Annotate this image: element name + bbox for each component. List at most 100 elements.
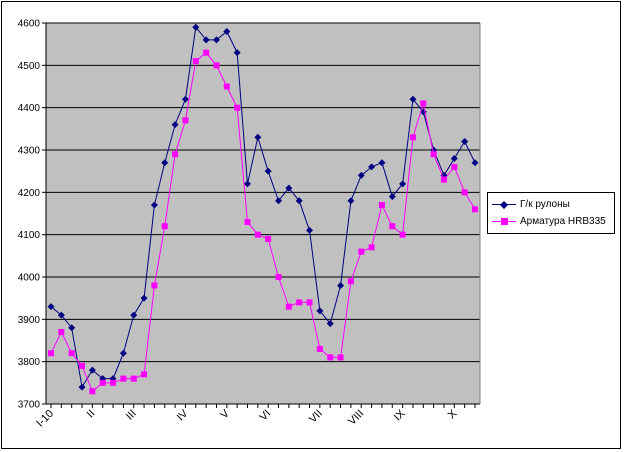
data-point — [326, 320, 334, 328]
data-point — [79, 362, 86, 369]
data-point — [47, 303, 55, 311]
data-point — [202, 36, 210, 44]
data-point — [316, 345, 323, 352]
data-point — [316, 307, 324, 315]
data-point — [472, 206, 478, 213]
data-point — [181, 95, 189, 103]
x-tick-label: VI — [257, 408, 273, 424]
data-point — [88, 366, 96, 374]
data-point — [223, 27, 231, 35]
x-tick-label: VII — [307, 408, 325, 426]
data-point — [265, 235, 272, 242]
data-point — [399, 231, 406, 238]
data-point — [461, 189, 468, 196]
series — [47, 23, 479, 395]
diamond-marker-icon — [500, 200, 508, 209]
y-tick-label: 4600 — [18, 19, 41, 30]
data-point — [213, 62, 220, 69]
square-marker-icon — [500, 218, 508, 225]
data-point — [119, 349, 127, 357]
data-point — [161, 223, 168, 230]
grid-lines — [46, 22, 480, 405]
x-tick-label: V — [218, 407, 232, 421]
data-point — [409, 134, 416, 141]
x-tick-label: IX — [392, 407, 408, 423]
data-point — [368, 244, 375, 251]
legend-label-0: Г/к рулоны — [520, 199, 570, 210]
legend-label-1: Арматура HRB335 — [520, 216, 606, 227]
data-point — [327, 354, 334, 361]
y-tick-label: 3900 — [18, 315, 41, 326]
data-point — [89, 388, 96, 395]
data-point — [110, 379, 117, 386]
data-point — [420, 100, 427, 107]
data-point — [296, 299, 303, 306]
data-point — [161, 159, 169, 167]
data-point — [192, 23, 200, 31]
data-point — [388, 193, 396, 201]
data-point — [451, 163, 458, 170]
data-point — [337, 281, 345, 289]
data-point — [140, 294, 148, 302]
data-point — [233, 49, 241, 57]
y-tick-label: 3700 — [18, 400, 41, 411]
axes — [42, 22, 481, 408]
data-point — [264, 167, 272, 175]
x-tick-label: X — [446, 407, 460, 421]
data-point — [285, 184, 293, 192]
data-point — [295, 197, 303, 205]
data-point — [141, 371, 148, 378]
data-point — [212, 36, 220, 44]
data-point — [120, 375, 127, 382]
data-point — [99, 379, 106, 386]
y-tick-label: 4200 — [18, 188, 41, 199]
data-point — [357, 171, 365, 179]
data-point — [275, 197, 283, 205]
data-point — [203, 49, 210, 56]
data-point — [285, 303, 292, 310]
y-tick-label: 3800 — [18, 357, 41, 368]
data-point — [389, 223, 396, 230]
data-point — [378, 202, 385, 209]
data-point — [471, 159, 479, 167]
data-point — [347, 278, 354, 285]
data-point — [68, 324, 76, 332]
data-point — [172, 151, 179, 158]
y-tick-label: 4000 — [18, 273, 41, 284]
x-tick-label: III — [124, 408, 139, 423]
data-point — [306, 299, 313, 306]
data-point — [244, 218, 251, 225]
series-1 — [48, 49, 478, 395]
y-tick-label: 4500 — [18, 61, 41, 72]
data-point — [440, 176, 447, 183]
data-point — [461, 138, 469, 146]
legend-entry-0: Г/к рулоны — [488, 198, 614, 212]
data-point — [151, 282, 158, 289]
x-tick-label: IV — [175, 407, 191, 423]
data-point — [275, 274, 282, 280]
data-point — [48, 350, 54, 357]
data-point — [243, 180, 251, 188]
data-point — [234, 104, 241, 111]
data-point — [254, 231, 261, 238]
series-line — [50, 26, 476, 389]
legend: Г/к рулоны Арматура HRB335 — [487, 192, 615, 234]
data-point — [192, 58, 199, 65]
data-point — [409, 95, 417, 103]
data-point — [150, 201, 158, 209]
y-tick-label: 4400 — [18, 103, 41, 114]
x-tick-labels: I-10 II III IV V VI VII VIII IX X — [34, 407, 460, 429]
data-point — [337, 354, 344, 361]
y-tick-label: 4300 — [18, 146, 41, 157]
data-point — [254, 133, 262, 141]
y-tick-labels: 3700 3800 3900 4000 4100 4200 4300 4400 4500 4600 — [18, 19, 41, 411]
x-tick-label: VIII — [346, 408, 366, 428]
data-point — [378, 159, 386, 167]
data-point — [58, 329, 65, 336]
data-point — [78, 383, 86, 391]
data-point — [450, 154, 458, 162]
y-tick-label: 4100 — [18, 230, 41, 241]
x-tick-label: I-10 — [34, 408, 56, 430]
data-point — [347, 197, 355, 205]
